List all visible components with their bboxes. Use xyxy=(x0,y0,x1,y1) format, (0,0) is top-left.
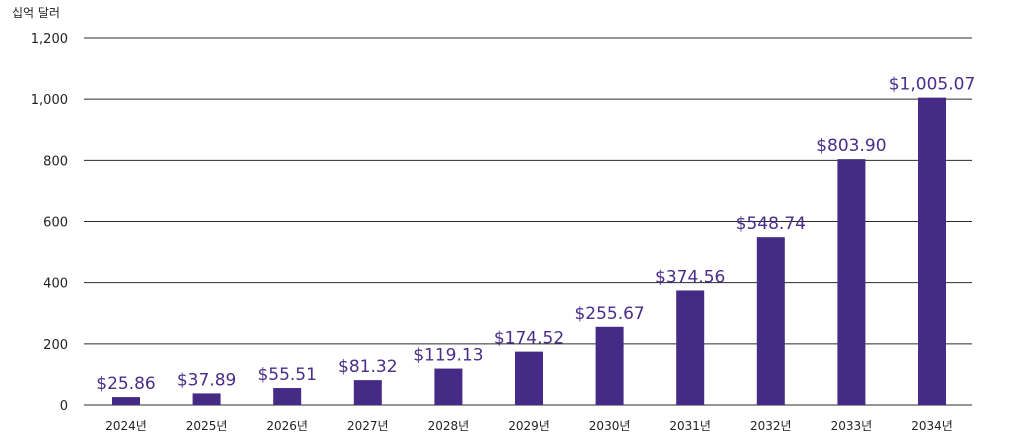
y-tick-label: 400 xyxy=(43,277,68,292)
data-label: $119.13 xyxy=(413,346,483,366)
x-tick-label: 2025년 xyxy=(186,419,228,433)
data-label: $548.74 xyxy=(736,214,806,234)
y-tick-label: 1,000 xyxy=(31,93,68,108)
data-label: $174.52 xyxy=(494,329,564,349)
bar xyxy=(112,397,140,405)
x-tick-label: 2033년 xyxy=(831,419,873,433)
bar xyxy=(192,393,221,405)
data-label: $25.86 xyxy=(96,374,155,394)
x-tick-label: 2031년 xyxy=(669,419,711,433)
data-label: $1,005.07 xyxy=(889,75,976,95)
x-tick-label: 2026년 xyxy=(266,419,308,433)
data-label: $803.90 xyxy=(816,136,886,156)
y-tick-label: 600 xyxy=(43,216,68,231)
bar xyxy=(676,290,705,405)
data-label: $374.56 xyxy=(655,267,725,287)
bar xyxy=(918,97,946,405)
x-tick-label: 2029년 xyxy=(508,419,550,433)
y-tick-label: 200 xyxy=(43,338,68,353)
bar xyxy=(595,326,624,405)
x-axis-ticks: 2024년 2025년 2026년 2027년 2028년 2029년 2030년 2031년… xyxy=(105,419,953,433)
data-labels: $25.86 $37.89 $55.51 $81.32 $119.13 $174.52 $2… xyxy=(96,75,975,394)
x-tick-label: 2028년 xyxy=(428,419,470,433)
bars xyxy=(112,97,946,405)
y-axis-unit-label: 십억 달러 xyxy=(12,6,60,20)
data-label: $37.89 xyxy=(177,370,236,390)
y-tick-label: 0 xyxy=(60,399,68,414)
bar xyxy=(837,159,866,405)
bar xyxy=(273,388,302,405)
y-tick-label: 800 xyxy=(43,154,68,169)
x-tick-label: 2024년 xyxy=(105,419,147,433)
x-tick-label: 2027년 xyxy=(347,419,389,433)
bar xyxy=(756,237,785,405)
x-tick-label: 2034년 xyxy=(911,419,953,433)
y-axis-ticks: 0 200 400 600 800 1,000 1,200 xyxy=(31,32,68,414)
data-label: $55.51 xyxy=(257,365,316,385)
bar xyxy=(515,351,543,405)
y-tick-label: 1,200 xyxy=(31,32,68,47)
x-tick-label: 2030년 xyxy=(589,419,631,433)
bar xyxy=(434,368,463,405)
data-label: $255.67 xyxy=(574,304,644,324)
bar xyxy=(353,380,382,405)
x-tick-label: 2032년 xyxy=(750,419,792,433)
gridlines xyxy=(84,37,972,406)
data-label: $81.32 xyxy=(338,357,397,377)
